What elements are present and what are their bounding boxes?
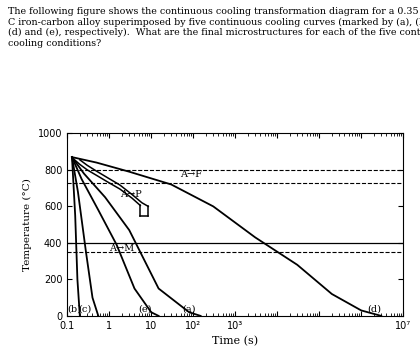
Text: (a): (a): [182, 304, 196, 313]
Text: A→M: A→M: [109, 244, 134, 253]
X-axis label: Time (s): Time (s): [212, 336, 258, 347]
Text: A→P: A→P: [120, 190, 142, 199]
Text: (c): (c): [78, 304, 91, 313]
Text: (b): (b): [67, 304, 81, 313]
Text: A→F: A→F: [181, 170, 202, 179]
Y-axis label: Temperature (°C): Temperature (°C): [23, 178, 32, 271]
Text: (d): (d): [367, 304, 381, 313]
Text: (e): (e): [138, 304, 152, 313]
Text: The following figure shows the continuous cooling transformation diagram for a 0: The following figure shows the continuou…: [8, 7, 420, 47]
